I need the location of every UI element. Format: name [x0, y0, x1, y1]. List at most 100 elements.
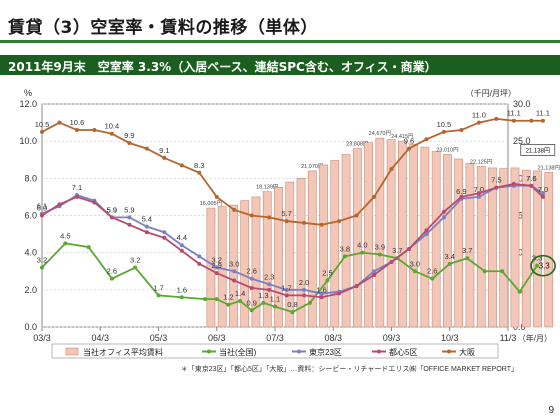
rent-bar	[341, 154, 351, 328]
tokyo23-data-label: 6.9	[456, 187, 466, 196]
zenkoku-point	[447, 261, 452, 266]
osaka-point	[337, 219, 342, 224]
right-tick-label: 10.0	[513, 248, 531, 258]
osaka-point	[92, 128, 97, 133]
zenkoku-data-label: 1.6	[177, 285, 187, 294]
title-bar: 賃貸（3）空室率・賃料の推移（単体）	[0, 0, 560, 43]
toshin5-point	[302, 293, 307, 298]
tokyo23-data-label: 5.9	[107, 205, 117, 214]
zenkoku-data-label: 3.2	[130, 256, 140, 265]
legend-label: 東京23区	[309, 347, 342, 357]
rent-bar	[499, 168, 509, 328]
rent-bar	[443, 154, 452, 328]
source-note: ＊「東京23区」「都心5区」「大阪」…資料：シービー・リチャードエリス㈱「OFF…	[181, 364, 518, 373]
osaka-data-label: 8.3	[194, 161, 204, 170]
zenkoku-point	[133, 265, 138, 270]
tokyo23-data-label: 7.5	[491, 176, 501, 185]
rent-bar	[240, 200, 250, 328]
x-axis-unit: （年/月）	[518, 333, 552, 343]
rent-bar	[533, 170, 542, 328]
osaka-point	[127, 141, 132, 146]
rent-bar	[364, 142, 373, 328]
rent-bar	[409, 143, 418, 328]
toshin5-point	[319, 295, 324, 300]
osaka-point	[179, 163, 184, 168]
x-tick-label: 10/3	[441, 333, 459, 343]
rent-bar	[398, 140, 407, 328]
zenkoku-point	[109, 276, 114, 281]
legend-label: 都心5区	[389, 348, 417, 357]
toshin5-point	[372, 272, 377, 277]
zenkoku-data-label: 1.4	[235, 289, 245, 298]
toshin5-point	[214, 271, 219, 276]
osaka-point	[354, 213, 359, 218]
osaka-point	[109, 131, 114, 136]
zenkoku-data-label: 2.6	[427, 267, 437, 276]
page-title: 賃貸（3）空室率・賃料の推移（単体）	[8, 18, 318, 38]
tokyo23-data-label: 6.1	[37, 202, 47, 211]
tokyo23-data-label: 5.4	[142, 215, 152, 224]
osaka-point	[214, 194, 219, 199]
tokyo23-data-label: 5.9	[124, 205, 134, 214]
rent-bar	[251, 196, 261, 328]
x-tick-label: 06/3	[208, 333, 226, 343]
toshin5-point	[92, 200, 97, 205]
toshin5-data-label: 7.6	[526, 174, 536, 183]
tokyo23-point	[249, 276, 254, 281]
rent-bar-label: 16,005円	[200, 200, 223, 207]
toshin5-point	[354, 284, 359, 289]
rent-bar	[510, 167, 520, 328]
left-tick-label: 8.0	[24, 173, 37, 183]
legend-label: 当社(全国)	[219, 347, 257, 357]
zenkoku-point	[535, 263, 540, 268]
legend-marker-toshin5	[377, 349, 381, 354]
toshin5-point	[249, 285, 254, 290]
rent-bar	[375, 137, 385, 328]
zenkoku-point	[377, 252, 382, 257]
toshin5-point	[197, 261, 202, 266]
toshin5-point	[109, 215, 114, 220]
rent-vacancy-chart: 0.02.04.06.08.010.012.00.05.010.015.020.…	[19, 88, 560, 373]
zenkoku-data-label: 3.3	[532, 254, 542, 263]
osaka-point	[372, 194, 377, 199]
legend-marker-osaka	[447, 349, 451, 354]
zenkoku-point	[430, 276, 435, 281]
zenkoku-point	[412, 269, 417, 274]
x-tick-label: 11/3	[500, 333, 517, 343]
tokyo23-point	[476, 194, 481, 199]
zenkoku-point	[342, 254, 347, 259]
tokyo23-data-label: 3.2	[212, 256, 222, 265]
osaka-data-label: 11.1	[536, 109, 550, 118]
rent-bar-label: 18,139円	[256, 184, 279, 191]
rent-bar	[465, 163, 475, 328]
rent-bar-label: 22,125円	[470, 158, 493, 165]
zenkoku-point	[273, 304, 277, 309]
tokyo23-point	[214, 265, 219, 270]
left-tick-label: 2.0	[24, 285, 37, 295]
osaka-data-label: 9.9	[124, 131, 134, 140]
osaka-data-label: 10.4	[105, 122, 120, 131]
toshin5-point	[540, 194, 545, 199]
rent-bar	[431, 151, 441, 328]
osaka-point	[494, 116, 499, 121]
zenkoku-point	[156, 293, 161, 298]
rent-bar	[386, 139, 396, 328]
tokyo23-point	[540, 191, 545, 196]
osaka-data-label: 10.5	[437, 120, 452, 129]
osaka-point	[74, 128, 79, 133]
toshin5-point	[441, 209, 446, 214]
toshin5-data-label: 1.7	[281, 283, 291, 292]
tokyo23-point	[232, 269, 237, 274]
toshin5-data-label: 1.6	[316, 285, 326, 294]
x-tick-label: 07/3	[266, 333, 284, 343]
zenkoku-data-label: 1.3	[258, 291, 268, 300]
toshin5-line	[41, 182, 544, 299]
toshin5-data-label: 6.0	[37, 204, 47, 213]
subtitle: 2011年9月末 空室率 3.3%（入居ベース、連結SPC含む、オフィス・商業）	[8, 60, 437, 74]
tokyo23-data-label: 7.0	[474, 185, 484, 194]
x-tick-label: 09/3	[383, 333, 401, 343]
zenkoku-point	[86, 245, 91, 250]
zenkoku-point	[249, 308, 254, 313]
rent-bar	[229, 204, 238, 328]
tokyo23-data-label: 2.3	[264, 272, 274, 281]
